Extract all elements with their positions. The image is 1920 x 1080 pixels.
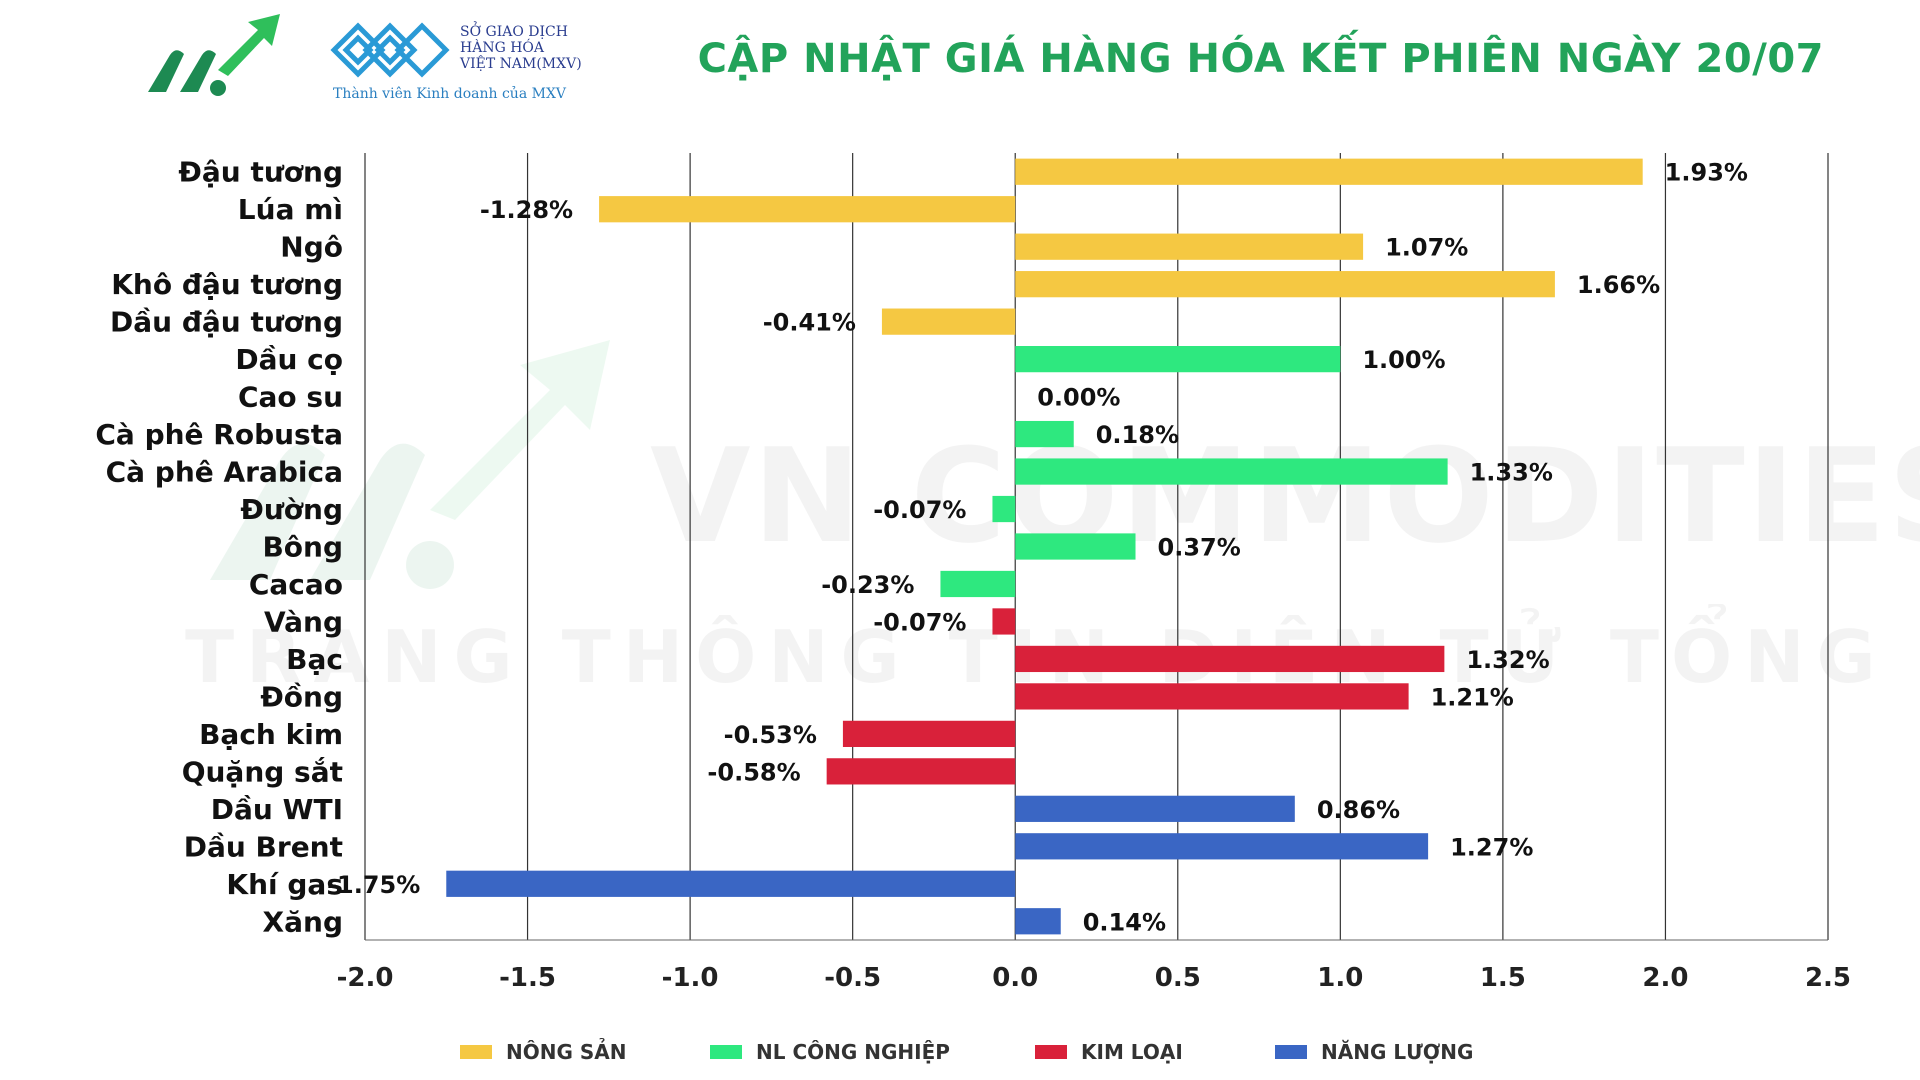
category-label: Ngô bbox=[280, 231, 343, 264]
data-label: -1.28% bbox=[480, 196, 573, 224]
legend-label: NL CÔNG NGHIỆP bbox=[756, 1040, 950, 1064]
bar bbox=[1015, 683, 1409, 710]
legend-item-kim-loai: KIM LOẠI bbox=[1035, 1040, 1183, 1064]
member-text: Thành viên Kinh doanh của MXV bbox=[333, 86, 567, 102]
mxv-logo-icon bbox=[330, 22, 450, 78]
x-tick-label: 2.0 bbox=[1642, 963, 1688, 993]
data-label: 1.00% bbox=[1362, 346, 1445, 374]
header: SỞ GIAO DỊCH HÀNG HÓA VIỆT NAM(MXV) Thàn… bbox=[0, 0, 1920, 120]
data-label: 1.33% bbox=[1470, 459, 1553, 487]
data-label: -0.07% bbox=[873, 608, 966, 636]
bar bbox=[1015, 158, 1643, 185]
category-label: Cà phê Arabica bbox=[106, 456, 343, 489]
bar bbox=[1015, 645, 1445, 673]
data-label: -0.23% bbox=[821, 571, 914, 599]
legend-item-nong-san: NÔNG SẢN bbox=[460, 1040, 626, 1064]
bar bbox=[599, 196, 1016, 223]
x-tick-label: 0.0 bbox=[992, 963, 1038, 993]
bar bbox=[992, 608, 1016, 635]
x-tick-label: -2.0 bbox=[337, 963, 394, 993]
bar bbox=[1015, 233, 1364, 260]
legend-swatch bbox=[1035, 1045, 1067, 1059]
bar bbox=[1015, 458, 1448, 485]
watermark-logo-icon bbox=[210, 340, 610, 589]
legend-label: KIM LOẠI bbox=[1081, 1040, 1183, 1064]
bar bbox=[1015, 533, 1136, 560]
watermark-text-main: VN COMMODITIES bbox=[650, 420, 1920, 572]
data-label: -0.53% bbox=[724, 721, 817, 749]
x-tick-label: 1.0 bbox=[1317, 963, 1363, 993]
bar bbox=[940, 570, 1016, 598]
exchange-name-line2: HÀNG HÓA bbox=[460, 40, 544, 56]
category-label: Vàng bbox=[264, 605, 343, 638]
x-tick-label: 0.5 bbox=[1155, 963, 1201, 993]
legend-item-nang-luong: NĂNG LƯỢNG bbox=[1275, 1040, 1473, 1064]
data-label: 1.66% bbox=[1577, 271, 1660, 299]
data-label: -1.75% bbox=[327, 871, 420, 899]
exchange-name-line3: VIỆT NAM(MXV) bbox=[460, 56, 582, 72]
bar bbox=[992, 495, 1016, 523]
bar bbox=[1015, 346, 1341, 373]
category-label: Cao su bbox=[238, 381, 343, 414]
category-label: Bạc bbox=[286, 643, 343, 676]
x-tick-label: -1.5 bbox=[499, 963, 556, 993]
category-label: Xăng bbox=[263, 905, 343, 938]
data-label: -0.41% bbox=[763, 309, 856, 337]
exchange-name-line1: SỞ GIAO DỊCH bbox=[460, 24, 568, 40]
category-label: Quặng sắt bbox=[182, 755, 343, 788]
category-label: Lúa mì bbox=[238, 193, 343, 226]
category-label: Dầu WTI bbox=[211, 793, 343, 826]
bar-chart: -2.0 -1.5 -1.0 -0.5 0.0 0.5 1.0 1.5 2.0 2.5 Đậu tư… bbox=[95, 153, 1851, 993]
bar bbox=[1015, 908, 1061, 935]
category-label: Bạch kim bbox=[199, 718, 343, 751]
category-label: Dầu cọ bbox=[235, 343, 343, 376]
bar bbox=[842, 720, 1016, 747]
data-label: -0.58% bbox=[707, 758, 800, 786]
legend-swatch bbox=[460, 1045, 492, 1059]
data-label: 0.86% bbox=[1317, 796, 1400, 824]
category-label: Dầu Brent bbox=[184, 830, 343, 863]
data-label: 1.27% bbox=[1450, 833, 1533, 861]
bar bbox=[1015, 833, 1429, 860]
category-label: Khô đậu tương bbox=[111, 268, 343, 301]
brand-logo-icon bbox=[148, 14, 280, 96]
chart-legend: NÔNG SẢN NL CÔNG NGHIỆP KIM LOẠI NĂNG LƯỢNG bbox=[0, 1040, 1920, 1070]
data-label: 1.21% bbox=[1431, 683, 1514, 711]
bar bbox=[1015, 420, 1074, 448]
legend-label: NĂNG LƯỢNG bbox=[1321, 1040, 1474, 1064]
bar bbox=[1015, 795, 1295, 822]
data-label: 1.07% bbox=[1385, 234, 1468, 262]
category-label: Dầu đậu tương bbox=[110, 306, 343, 339]
x-tick-label: -0.5 bbox=[824, 963, 881, 993]
data-label: 1.32% bbox=[1466, 646, 1549, 674]
data-label: 1.93% bbox=[1665, 159, 1748, 187]
data-label: 0.18% bbox=[1096, 421, 1179, 449]
legend-label: NÔNG SẢN bbox=[506, 1040, 627, 1064]
legend-item-nl-cong-nghiep: NL CÔNG NGHIỆP bbox=[710, 1040, 950, 1064]
exchange-name: SỞ GIAO DỊCH HÀNG HÓA VIỆT NAM(MXV) bbox=[460, 24, 582, 72]
category-label: Bông bbox=[262, 531, 343, 564]
bar bbox=[1015, 271, 1555, 298]
page-title: CẬP NHẬT GIÁ HÀNG HÓA KẾT PHIÊN NGÀY 20/… bbox=[697, 36, 1824, 82]
category-label: Đậu tương bbox=[178, 156, 343, 189]
category-label: Cà phê Robusta bbox=[95, 418, 343, 451]
data-label: 0.14% bbox=[1083, 908, 1166, 936]
x-tick-label: 1.5 bbox=[1480, 963, 1526, 993]
legend-swatch bbox=[1275, 1045, 1307, 1059]
category-label: Cacao bbox=[249, 568, 343, 601]
legend-swatch bbox=[710, 1045, 742, 1059]
bar bbox=[881, 308, 1016, 335]
data-label: -0.07% bbox=[873, 496, 966, 524]
data-label: 0.37% bbox=[1158, 534, 1241, 562]
category-label: Đường bbox=[240, 493, 343, 526]
x-tick-label: -1.0 bbox=[662, 963, 719, 993]
bar bbox=[826, 758, 1016, 785]
category-label: Khí gas bbox=[226, 868, 343, 901]
bar bbox=[446, 870, 1016, 897]
data-label: 0.00% bbox=[1037, 384, 1120, 412]
category-label: Đồng bbox=[260, 680, 343, 713]
x-tick-label: 2.5 bbox=[1805, 963, 1851, 993]
